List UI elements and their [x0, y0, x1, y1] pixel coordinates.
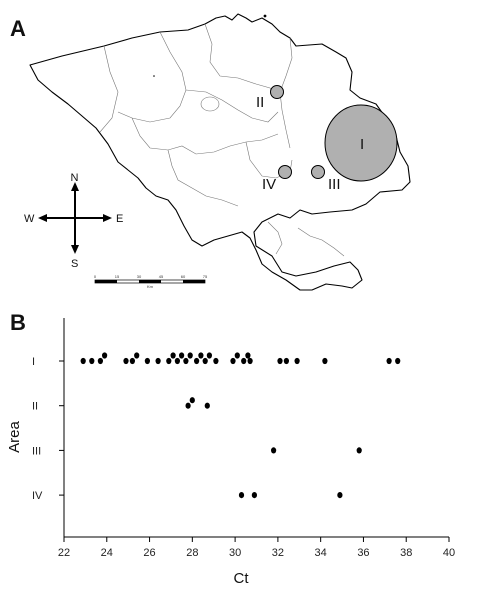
area-III-label: III: [328, 176, 341, 193]
data-point-area-I: [230, 357, 236, 365]
scale-bar: 0 15 30 45 60 75 Km: [94, 274, 208, 289]
data-point-area-I: [395, 357, 401, 365]
scale-tick-60: 60: [181, 274, 186, 279]
compass-east-label: E: [116, 213, 123, 225]
data-point-area-III: [271, 447, 277, 454]
data-point-area-III: [356, 447, 362, 454]
area-II-label: II: [256, 94, 264, 111]
scale-tick-45: 45: [159, 274, 164, 279]
data-point-area-II: [189, 397, 195, 404]
data-point-area-II: [185, 402, 191, 409]
x-tick-label: 34: [315, 547, 327, 559]
data-point-area-I: [206, 352, 212, 359]
y-tick-label: I: [32, 356, 35, 368]
compass-west-label: W: [24, 213, 35, 225]
y-tick-label: IV: [32, 490, 43, 502]
area-IV-region: [278, 165, 292, 179]
data-point-area-IV: [251, 492, 257, 499]
data-point-area-I: [144, 357, 150, 365]
data-points: [80, 352, 401, 499]
data-point-area-I: [187, 352, 193, 359]
data-point-area-I: [283, 357, 289, 365]
panel-b-label: B: [10, 310, 26, 335]
x-tick-label: 22: [58, 547, 70, 559]
data-point-area-I: [183, 357, 189, 365]
y-tick-label: II: [32, 401, 38, 413]
x-axis-ticks: 22 24 26 28 30 32 34 36 38 40: [58, 537, 455, 559]
scale-unit: Km: [147, 284, 154, 289]
data-point-area-I: [123, 357, 129, 365]
compass-south-label: S: [71, 258, 78, 270]
data-point-area-I: [294, 357, 300, 365]
x-tick-label: 24: [101, 547, 113, 559]
panel-a-label: A: [10, 16, 26, 41]
data-point-area-I: [155, 357, 161, 365]
data-point-area-II: [204, 402, 210, 409]
data-point-area-I: [198, 352, 204, 359]
data-point-area-I: [89, 357, 95, 365]
data-point-area-IV: [238, 492, 245, 499]
scale-tick-75: 75: [203, 274, 208, 279]
map-dot: [153, 75, 155, 77]
x-tick-label: 36: [357, 547, 369, 559]
data-point-area-I: [322, 357, 328, 365]
y-tick-label: III: [32, 445, 41, 457]
data-point-area-I: [166, 357, 172, 365]
x-tick-label: 28: [186, 547, 198, 559]
country-outline: [29, 13, 411, 291]
data-point-area-I: [241, 357, 247, 365]
scale-tick-15: 15: [115, 274, 120, 279]
data-point-area-I: [194, 357, 200, 365]
map-dot: [263, 14, 267, 18]
data-point-area-I: [80, 357, 86, 365]
compass-rose: N S E W: [24, 172, 123, 270]
x-axis-title: Ct: [234, 570, 250, 587]
belgium-map: I II III IV: [29, 13, 411, 291]
area-I-region: [324, 104, 398, 182]
brussels-region: [200, 96, 220, 112]
y-axis-title: Area: [6, 421, 23, 453]
data-point-area-I: [213, 357, 219, 365]
x-tick-label: 26: [143, 547, 155, 559]
scale-tick-0: 0: [94, 274, 97, 279]
compass-north-label: N: [71, 172, 79, 184]
data-point-area-I: [247, 357, 253, 365]
data-point-area-I: [174, 357, 180, 365]
data-point-area-I: [386, 357, 392, 365]
area-I-label: I: [360, 136, 364, 153]
data-point-area-I: [179, 352, 185, 359]
x-tick-label: 32: [272, 547, 284, 559]
x-tick-label: 38: [400, 547, 412, 559]
area-III-region: [311, 165, 325, 179]
data-point-area-I: [202, 357, 208, 365]
data-point-area-I: [245, 352, 251, 359]
data-point-area-I: [234, 352, 240, 359]
x-tick-label: 30: [229, 547, 241, 559]
area-IV-label: IV: [262, 176, 276, 193]
data-point-area-I: [97, 357, 103, 365]
data-point-area-I: [102, 352, 108, 359]
data-point-area-I: [170, 352, 176, 359]
scale-tick-30: 30: [137, 274, 142, 279]
area-II-region: [270, 85, 284, 99]
data-point-area-I: [129, 357, 135, 365]
x-tick-label: 40: [443, 547, 455, 559]
data-point-area-I: [134, 352, 140, 359]
data-point-area-I: [277, 357, 283, 365]
data-point-area-IV: [337, 492, 343, 499]
